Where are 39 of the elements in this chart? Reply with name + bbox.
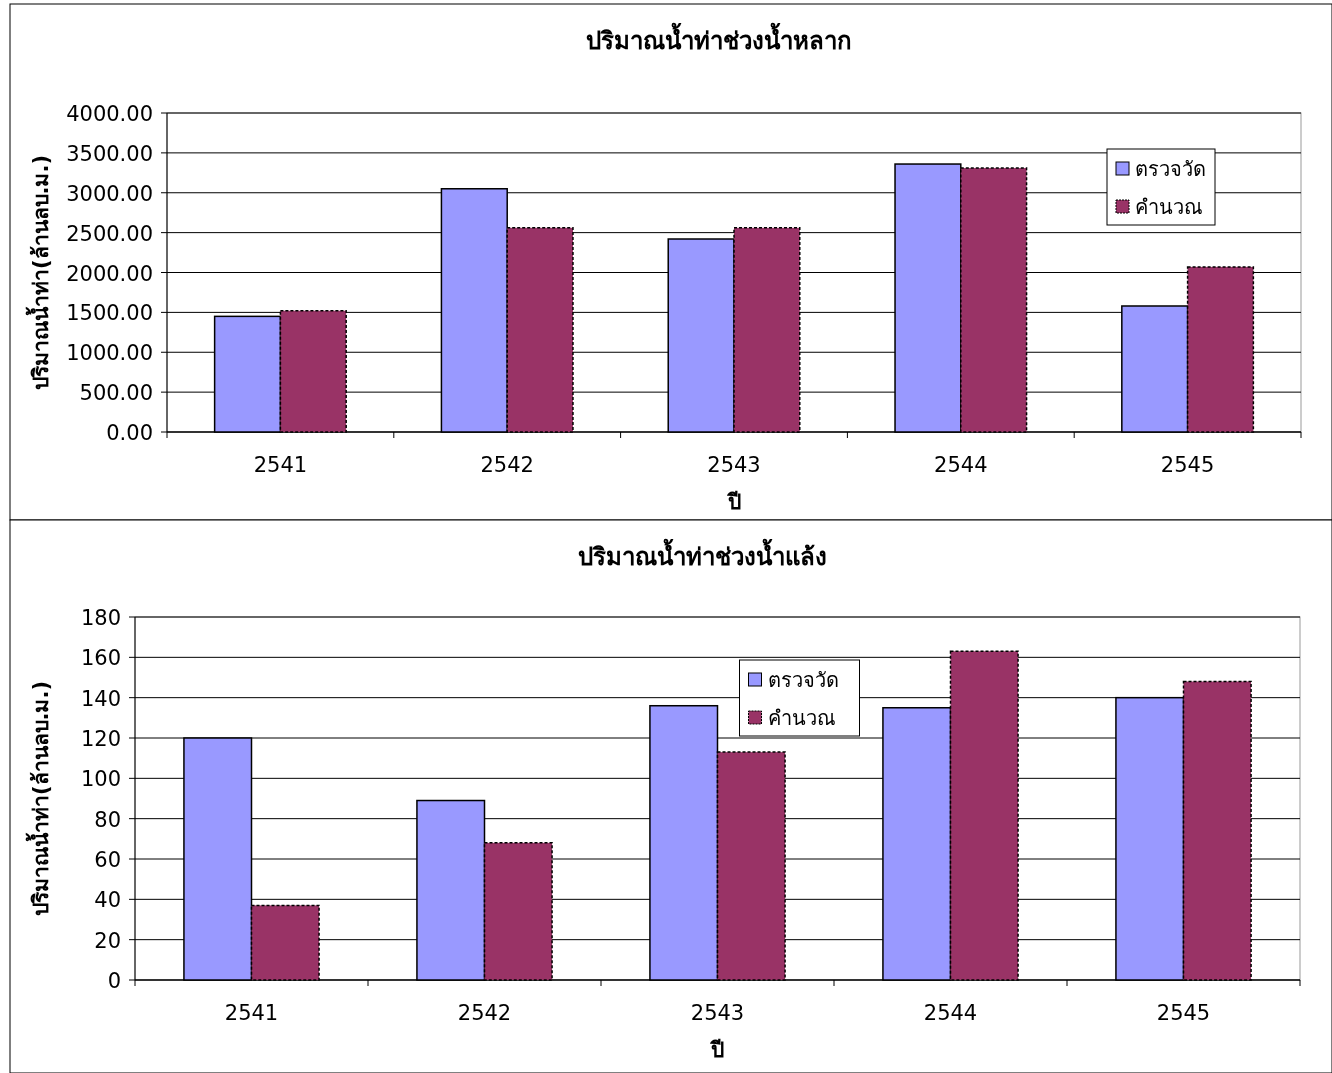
x-tick-label: 2543 — [707, 453, 761, 477]
y-tick-label: 80 — [94, 807, 121, 832]
y-tick-label: 40 — [94, 888, 121, 913]
x-tick-label: 2541 — [253, 453, 308, 477]
x-tick-label: 2543 — [690, 1001, 745, 1025]
y-tick-label: 20 — [94, 928, 121, 953]
legend-label: คำนวณ — [1135, 195, 1203, 219]
legend-label: ตรวจวัด — [767, 668, 839, 692]
y-tick-label: 1500.00 — [66, 301, 153, 326]
x-tick-label: 2541 — [224, 1001, 279, 1025]
x-tick-label: 2542 — [480, 453, 534, 477]
y-tick-label: 1000.00 — [66, 341, 153, 366]
y-tick-label: 500.00 — [79, 381, 153, 406]
x-tick-label: 2542 — [457, 1001, 512, 1025]
y-tick-label: 100 — [80, 767, 121, 792]
y-axis-title: ปริมาณน้ำท่า(ล้านลบ.ม.) — [25, 154, 53, 391]
y-tick-label: 180 — [80, 606, 121, 630]
x-tick-label: 2545 — [1156, 1001, 1211, 1025]
y-tick-label: 3000.00 — [66, 181, 153, 206]
chart-title: ปริมาณน้ำท่าช่วงน้ำแล้ง — [578, 538, 827, 571]
y-tick-label: 60 — [94, 848, 121, 872]
legend-label: คำนวณ — [767, 706, 836, 730]
y-axis-title: ปริมาณน้ำท่า(ล้านลบ.ม.) — [25, 680, 53, 917]
y-tick-label: 2500.00 — [66, 221, 153, 246]
x-axis-title: ปี — [709, 1038, 724, 1062]
legend-label: ตรวจวัด — [1135, 157, 1206, 181]
x-tick-label: 2544 — [923, 1001, 978, 1025]
y-tick-label: 0 — [107, 969, 121, 993]
y-tick-label: 4000.00 — [66, 102, 153, 126]
x-tick-label: 2544 — [934, 453, 988, 477]
chart-title: ปริมาณน้ำท่าช่วงน้ำหลาก — [586, 22, 852, 55]
y-tick-label: 120 — [80, 727, 121, 751]
y-tick-label: 160 — [80, 646, 121, 671]
y-tick-label: 3500.00 — [66, 141, 153, 166]
x-tick-label: 2545 — [1160, 453, 1215, 477]
y-tick-label: 2000.00 — [66, 261, 153, 286]
x-axis-title: ปี — [725, 490, 741, 514]
y-tick-label: 140 — [80, 686, 121, 711]
y-tick-label: 0.00 — [106, 421, 153, 445]
